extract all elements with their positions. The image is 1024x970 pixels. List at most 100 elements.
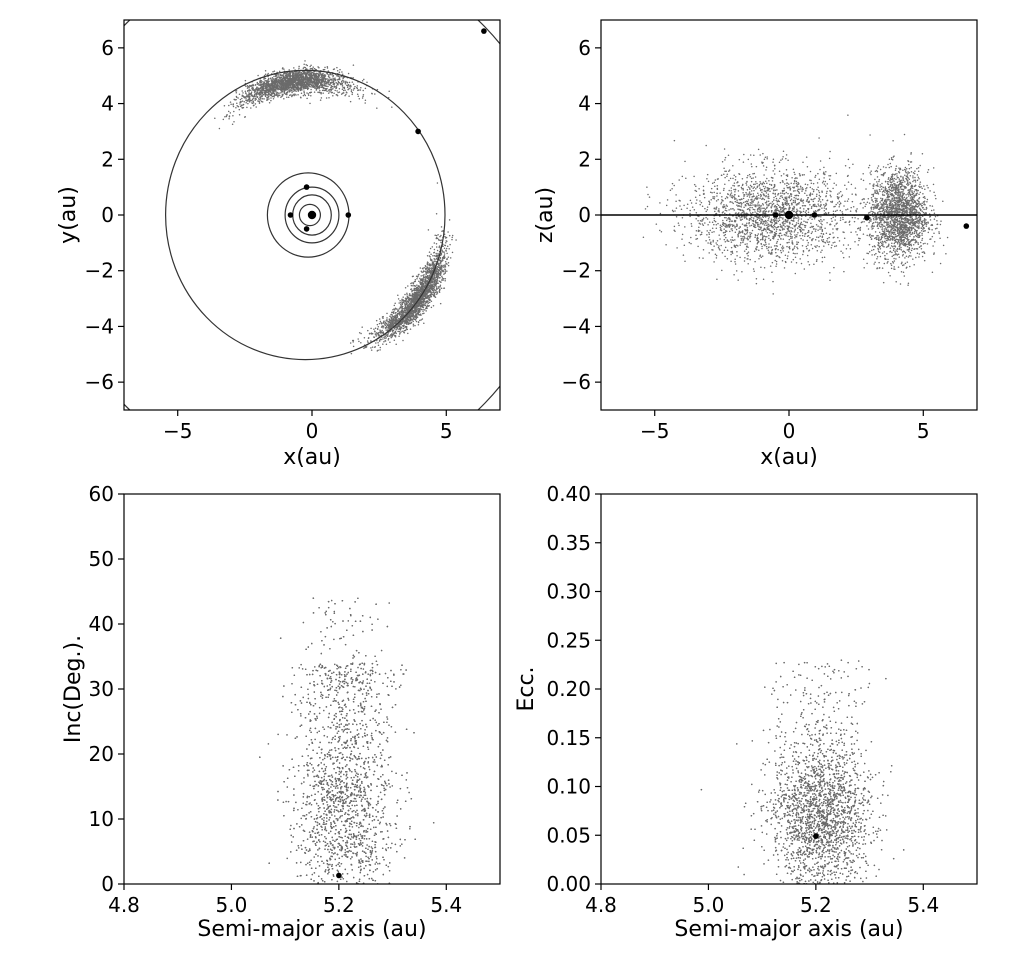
trojan-point	[258, 102, 261, 104]
trojan-point	[713, 196, 716, 198]
trojan-point	[442, 279, 444, 281]
trojan-point	[440, 253, 443, 256]
trojan-point	[276, 94, 279, 97]
trojan-point	[382, 338, 384, 340]
trojan-point	[283, 88, 285, 91]
trojan-point	[361, 97, 364, 99]
trojan-point	[418, 291, 421, 294]
trojan-point	[410, 321, 413, 324]
planet-orbit	[164, 69, 446, 361]
trojan-point	[437, 272, 440, 274]
trojan-point	[810, 182, 813, 185]
trojan-point	[346, 86, 349, 89]
trojan-point	[825, 170, 827, 173]
trojan-point	[341, 88, 344, 90]
trojan-point	[422, 301, 425, 304]
trojan-point	[444, 264, 446, 267]
trojan-point	[433, 281, 436, 283]
trojan-point	[405, 298, 408, 300]
trojan-point	[291, 71, 294, 74]
trojan-point	[778, 217, 780, 220]
trojan-point	[321, 77, 323, 80]
panel-xz-ylabel: z(au)	[533, 187, 558, 243]
trojan-point	[264, 73, 267, 75]
trojan-point	[277, 79, 280, 81]
trojan-point	[791, 220, 794, 222]
trojan-point	[422, 306, 425, 309]
trojan-point	[777, 204, 780, 207]
trojan-point	[296, 75, 299, 77]
trojan-point	[267, 72, 269, 75]
trojan-point	[401, 308, 403, 311]
trojan-point	[807, 261, 809, 263]
trojan-point	[284, 86, 286, 88]
trojan-point	[330, 82, 332, 85]
trojan-point	[432, 290, 435, 292]
trojan-point	[418, 304, 420, 306]
trojan-point	[418, 280, 420, 283]
trojan-point	[413, 310, 415, 312]
trojan-point	[354, 85, 356, 88]
trojan-point	[288, 82, 291, 84]
trojan-point	[288, 91, 290, 93]
trojan-point	[233, 121, 235, 123]
trojan-point	[434, 260, 436, 263]
trojan-point	[399, 332, 401, 334]
trojan-point	[376, 107, 378, 109]
trojan-point	[413, 318, 415, 321]
trojan-point	[247, 102, 249, 105]
trojan-point	[431, 286, 434, 288]
trojan-point	[727, 193, 729, 196]
trojan-point	[367, 337, 370, 339]
trojan-point	[291, 94, 294, 96]
trojan-point	[429, 287, 431, 290]
trojan-point	[287, 73, 290, 75]
trojan-point	[246, 94, 248, 96]
trojan-point	[311, 82, 314, 84]
trojan-point	[239, 105, 242, 107]
trojan-point	[745, 229, 747, 232]
trojan-point	[308, 82, 311, 84]
trojan-point	[727, 218, 729, 220]
trojan-point	[711, 231, 713, 234]
trojan-point	[792, 252, 795, 254]
planet-marker	[481, 28, 487, 34]
trojan-point	[283, 72, 286, 75]
trojan-point	[305, 63, 307, 66]
trojan-point	[254, 103, 257, 105]
trojan-point	[442, 259, 444, 262]
trojan-point	[257, 92, 260, 95]
trojan-point	[255, 92, 258, 95]
trojan-point	[349, 87, 351, 89]
trojan-point	[422, 274, 424, 277]
trojan-point	[412, 282, 415, 285]
trojan-point	[343, 87, 346, 90]
trojan-point	[274, 82, 277, 85]
trojan-point	[440, 281, 442, 284]
trojan-point	[741, 231, 744, 234]
trojan-point	[405, 328, 408, 330]
trojan-point	[232, 114, 234, 117]
panel-xz-xlabel: x(au)	[760, 445, 818, 470]
trojan-point	[409, 302, 412, 304]
trojan-point	[435, 237, 438, 240]
trojan-point	[323, 77, 326, 79]
trojan-point	[725, 170, 727, 172]
trojan-point	[304, 77, 306, 79]
trojan-point	[791, 227, 794, 230]
trojan-point	[852, 205, 855, 208]
trojan-point	[361, 326, 363, 328]
trojan-point	[426, 269, 428, 271]
trojan-point	[773, 224, 775, 227]
trojan-point	[394, 312, 397, 314]
trojan-point	[327, 81, 329, 84]
trojan-point	[260, 79, 263, 82]
trojan-point	[443, 273, 445, 275]
trojan-point	[279, 74, 281, 76]
trojan-point	[858, 237, 860, 240]
trojan-point	[277, 74, 280, 76]
trojan-point	[358, 89, 360, 91]
trojan-point	[360, 332, 362, 335]
trojan-point	[338, 91, 341, 93]
trojan-point	[387, 320, 389, 323]
